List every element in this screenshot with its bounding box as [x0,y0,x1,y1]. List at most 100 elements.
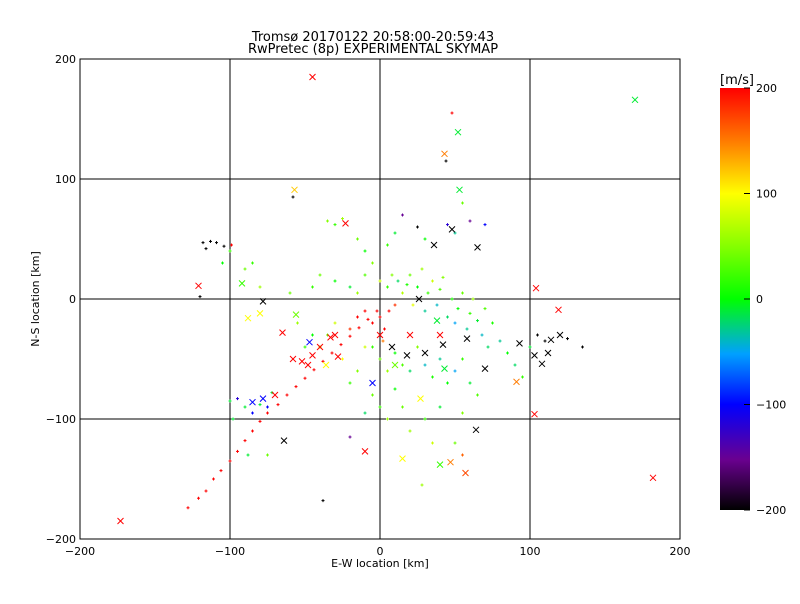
data-point-small [197,496,200,500]
y-tick-label: 200 [55,53,76,66]
data-point-small [461,357,464,361]
data-point-small [363,273,367,277]
data-point-small [303,345,307,349]
data-point-large [256,310,264,317]
data-point-small [566,337,569,341]
data-point-small [219,469,223,473]
data-point-large [474,244,481,251]
data-point-small [288,291,292,295]
colorbar-tick-label: −200 [756,504,786,517]
data-point-small [423,309,427,313]
data-point-small [330,351,334,355]
data-point-large [417,395,424,402]
data-point-small [333,279,337,283]
data-point-small [453,369,457,373]
data-point-large [259,298,267,305]
data-point-small [450,297,454,301]
data-point-small [186,506,190,510]
data-point-small [243,439,247,443]
data-point-small [438,405,442,409]
data-point-small [381,339,385,343]
data-point-large [516,340,523,347]
data-point-small [375,309,379,313]
data-point-large [322,361,330,369]
data-point-small [276,403,280,407]
data-point-large [361,448,369,455]
data-point-small [201,241,205,245]
data-point-small [513,363,517,367]
data-point-small [521,375,524,379]
data-point-small [204,247,208,251]
data-point-small [393,387,397,391]
data-point-small [285,393,289,397]
data-point-small [246,453,250,457]
data-point-small [420,267,424,271]
data-point-large [441,365,448,372]
data-point-small [483,307,487,311]
data-point-large [447,458,454,466]
data-point-small [251,411,254,415]
data-point-small [396,279,400,283]
data-point-small [363,411,367,415]
data-point-small [446,223,449,227]
data-point-large [249,398,256,406]
data-point-small [431,279,434,283]
data-point-large [456,186,463,194]
data-point-small [386,417,389,421]
data-point-small [435,303,439,307]
x-tick-label: −100 [215,545,245,558]
data-point-small [198,295,202,299]
data-point-small [461,201,464,205]
data-point-large [555,306,562,314]
y-axis: −200 −100 0 100 200 [46,53,86,546]
data-point-small [393,231,397,235]
data-point-small [348,381,352,385]
data-point-small [536,333,539,337]
data-point-large [403,352,411,359]
data-point-large [391,361,399,369]
data-point-small [371,393,374,397]
data-point-small [431,375,434,379]
data-point-small [294,385,298,389]
chart-subtitle: RwPretec (8p) EXPERIMENTAL SKYMAP [248,42,498,57]
x-axis: −200 −100 0 100 200 [65,533,691,558]
data-point-small [296,321,299,325]
data-point-small [468,219,472,223]
data-point-large [280,437,288,444]
data-point-small [243,405,247,409]
data-point-small [468,381,472,385]
data-point-large [544,349,552,357]
data-point-small [222,244,226,248]
data-point-small [363,249,367,253]
data-point-small [258,419,262,423]
data-point-small [221,261,224,265]
data-point-small [476,319,479,323]
data-point-small [236,449,239,453]
data-point-small [215,241,218,245]
data-point-large [334,353,342,360]
data-point-large [649,474,657,482]
data-point-small [311,285,314,289]
plot-area [79,58,681,540]
data-point-small [461,411,464,415]
data-point-small [411,303,415,307]
data-point-small [528,345,532,349]
colorbar-tick-label: −100 [756,399,786,412]
data-point-small [318,273,322,277]
data-point-large [399,455,406,462]
x-tick-label: 100 [520,545,541,558]
data-point-large [195,282,202,290]
data-point-small [453,441,457,445]
data-point-large [556,331,564,339]
data-point-small [333,321,337,325]
data-point-small [366,317,370,321]
data-point-small [363,309,367,313]
data-point-small [405,283,409,287]
data-point-small [446,381,449,385]
data-point-small [498,339,502,343]
y-tick-label: 0 [69,293,76,306]
data-point-small [416,345,419,349]
data-point-large [421,349,429,357]
data-point-small [348,435,352,439]
data-point-large [342,220,349,227]
